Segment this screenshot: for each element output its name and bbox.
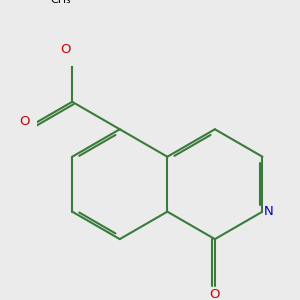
Text: O: O bbox=[61, 43, 71, 56]
Text: O: O bbox=[210, 287, 220, 300]
Text: CH₃: CH₃ bbox=[50, 0, 71, 5]
Text: N: N bbox=[264, 205, 274, 218]
Text: O: O bbox=[20, 115, 30, 128]
